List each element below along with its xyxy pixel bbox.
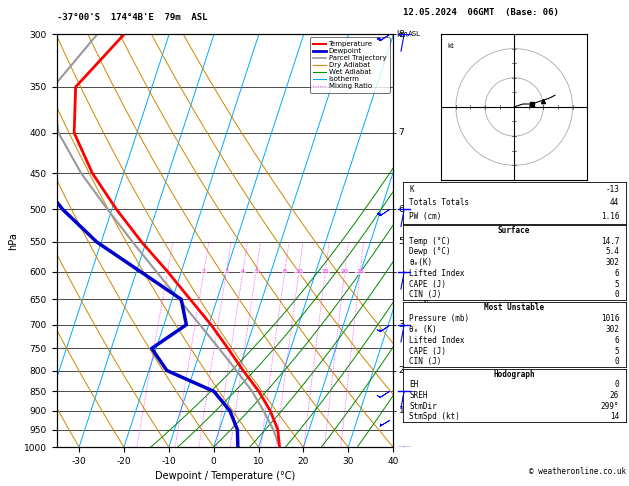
- Text: 1: 1: [165, 269, 169, 275]
- Text: Hodograph: Hodograph: [493, 370, 535, 379]
- Text: θₑ (K): θₑ (K): [409, 325, 437, 334]
- Text: SREH: SREH: [409, 391, 428, 400]
- Text: kt: kt: [447, 43, 454, 49]
- Text: CAPE (J): CAPE (J): [409, 280, 446, 289]
- Text: 299°: 299°: [601, 402, 619, 411]
- Text: 14.7: 14.7: [601, 237, 619, 245]
- Text: Dewp (°C): Dewp (°C): [409, 247, 451, 257]
- Text: CIN (J): CIN (J): [409, 291, 442, 299]
- Text: 8: 8: [399, 30, 404, 38]
- Text: 7: 7: [399, 128, 404, 137]
- Text: 1016: 1016: [601, 313, 619, 323]
- Text: 44: 44: [610, 198, 619, 208]
- X-axis label: Dewpoint / Temperature (°C): Dewpoint / Temperature (°C): [155, 471, 295, 482]
- Text: CIN (J): CIN (J): [409, 357, 442, 366]
- Text: 1: 1: [399, 406, 404, 416]
- Text: Totals Totals: Totals Totals: [409, 198, 469, 208]
- Text: Temp (°C): Temp (°C): [409, 237, 451, 245]
- Text: Lifted Index: Lifted Index: [409, 335, 465, 345]
- Text: 6: 6: [399, 205, 404, 214]
- Text: Mixing Ratio (g/kg): Mixing Ratio (g/kg): [423, 266, 430, 332]
- Text: 3: 3: [399, 320, 404, 329]
- Text: 20: 20: [341, 269, 348, 275]
- Text: 12.05.2024  06GMT  (Base: 06): 12.05.2024 06GMT (Base: 06): [403, 8, 559, 17]
- Text: 6: 6: [615, 335, 619, 345]
- Text: 2: 2: [202, 269, 206, 275]
- Text: EH: EH: [409, 381, 418, 389]
- Text: Most Unstable: Most Unstable: [484, 303, 544, 312]
- Text: 6: 6: [615, 269, 619, 278]
- Text: 15: 15: [321, 269, 329, 275]
- Text: Surface: Surface: [498, 226, 530, 235]
- Text: StmSpd (kt): StmSpd (kt): [409, 413, 460, 421]
- Text: StmDir: StmDir: [409, 402, 437, 411]
- Text: km: km: [396, 30, 408, 38]
- Text: Pressure (mb): Pressure (mb): [409, 313, 469, 323]
- Text: 5: 5: [615, 280, 619, 289]
- Legend: Temperature, Dewpoint, Parcel Trajectory, Dry Adiabat, Wet Adiabat, Isotherm, Mi: Temperature, Dewpoint, Parcel Trajectory…: [310, 37, 389, 93]
- Text: 14: 14: [610, 413, 619, 421]
- Text: 0: 0: [615, 357, 619, 366]
- Text: 5.4: 5.4: [605, 247, 619, 257]
- Text: 0: 0: [615, 381, 619, 389]
- Text: 10: 10: [295, 269, 303, 275]
- Text: 5: 5: [399, 238, 404, 246]
- Text: PW (cm): PW (cm): [409, 212, 442, 221]
- Text: K: K: [409, 185, 414, 193]
- Text: 302: 302: [605, 258, 619, 267]
- Text: ASL: ASL: [408, 31, 421, 37]
- Text: 8: 8: [283, 269, 287, 275]
- Text: θₑ(K): θₑ(K): [409, 258, 432, 267]
- Text: 0: 0: [615, 291, 619, 299]
- Text: -13: -13: [605, 185, 619, 193]
- Text: 5: 5: [615, 347, 619, 356]
- Text: 26: 26: [610, 391, 619, 400]
- Text: 4: 4: [241, 269, 245, 275]
- Text: LCL: LCL: [401, 397, 414, 402]
- Text: 1.16: 1.16: [601, 212, 619, 221]
- Text: 5: 5: [254, 269, 258, 275]
- Text: 2: 2: [399, 366, 404, 375]
- Text: 302: 302: [605, 325, 619, 334]
- Text: CAPE (J): CAPE (J): [409, 347, 446, 356]
- Text: -37°00'S  174°4B'E  79m  ASL: -37°00'S 174°4B'E 79m ASL: [57, 13, 207, 21]
- Text: © weatheronline.co.uk: © weatheronline.co.uk: [529, 467, 626, 476]
- Text: Lifted Index: Lifted Index: [409, 269, 465, 278]
- Text: 25: 25: [356, 269, 364, 275]
- Text: 3: 3: [225, 269, 228, 275]
- Y-axis label: hPa: hPa: [8, 232, 18, 249]
